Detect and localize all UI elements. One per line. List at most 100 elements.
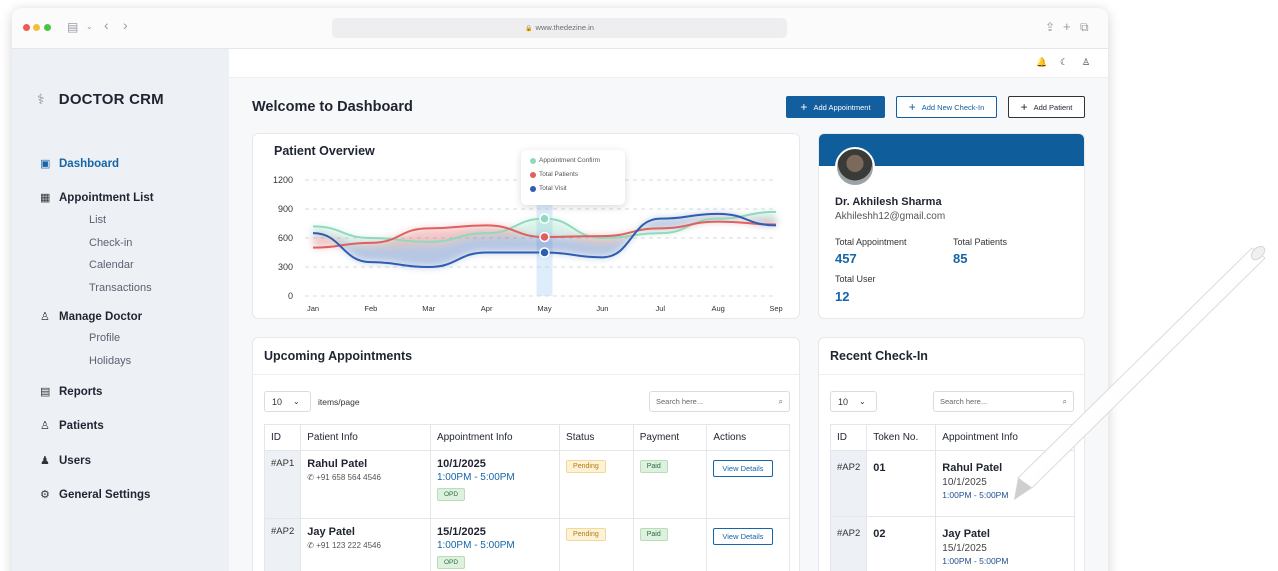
- plus-icon: +: [800, 100, 808, 114]
- sidebar-toggle-icon[interactable]: ▤: [67, 20, 79, 34]
- page-size-select[interactable]: 10 ⌄: [830, 391, 877, 412]
- sidebar-item-general-settings[interactable]: ⚙ General Settings: [40, 488, 150, 501]
- plus-icon: +: [1020, 100, 1028, 114]
- tooltip-label: Appointment Confirm: [539, 157, 601, 164]
- sidebar-subitem-list[interactable]: List: [89, 214, 107, 226]
- x-tick-label: Jul: [655, 304, 665, 313]
- button-label: Add Patient: [1033, 102, 1073, 112]
- button-label: Add New Check-In: [921, 102, 985, 112]
- column-header[interactable]: Token No.: [866, 424, 937, 451]
- doctor-name: Dr. Akhilesh Sharma: [835, 196, 942, 208]
- add-checkin-button[interactable]: + Add New Check-In: [896, 96, 997, 118]
- button-label: Add Appointment: [813, 102, 871, 112]
- phone-icon: ✆: [307, 541, 314, 550]
- moon-icon[interactable]: ☾: [1060, 57, 1069, 67]
- page-size-select[interactable]: 10 ⌄: [264, 391, 311, 412]
- sidebar-subitem-holidays[interactable]: Holidays: [89, 355, 132, 367]
- share-icon[interactable]: ⇪: [1045, 20, 1056, 34]
- sidebar-item-dashboard[interactable]: ▣ Dashboard: [40, 157, 119, 170]
- checkin-id: #AP2: [829, 450, 868, 517]
- x-tick-label: May: [537, 304, 551, 313]
- search-icon: ⌕: [778, 396, 783, 406]
- main-content: 🔔 ☾ ♙ Welcome to Dashboard + Add Appointm…: [229, 49, 1108, 571]
- brand: ⚕ DOCTOR CRM: [37, 91, 164, 108]
- search-input[interactable]: Search here... ⌕: [933, 391, 1074, 412]
- address-bar[interactable]: 🔒 www.thedezine.in: [332, 18, 787, 38]
- y-tick-label: 0: [288, 291, 293, 301]
- column-header[interactable]: ID: [829, 424, 868, 451]
- sidebar: ⚕ DOCTOR CRM ▣ Dashboard ▦ Appointment List…: [12, 49, 229, 571]
- maximize-window-button[interactable]: [44, 24, 51, 31]
- minimize-window-button[interactable]: [33, 24, 40, 31]
- tabs-overview-icon[interactable]: ⧉: [1080, 20, 1089, 34]
- tooltip-label: Total Patients: [539, 171, 579, 178]
- sidebar-item-users[interactable]: ♟ Users: [40, 454, 91, 467]
- sidebar-subitem-profile[interactable]: Profile: [89, 332, 121, 344]
- back-icon[interactable]: ‹: [104, 17, 109, 33]
- appointment-date: 15/1/2025: [436, 526, 486, 538]
- page-title: Welcome to Dashboard: [252, 99, 413, 115]
- top-bar: 🔔 ☾ ♙: [229, 49, 1108, 78]
- sidebar-subitem-check-in[interactable]: Check-in: [89, 237, 133, 249]
- appointments-table: ID Patient Info Appointment Info Status …: [263, 424, 790, 571]
- column-header[interactable]: Status: [559, 424, 634, 451]
- bell-icon[interactable]: 🔔: [1036, 57, 1048, 67]
- add-patient-button[interactable]: + Add Patient: [1008, 96, 1085, 118]
- patient-phone: ✆ +91 123 222 4546: [307, 541, 424, 550]
- appointment-date: 15/1/2025: [942, 543, 987, 554]
- x-tick-label: Mar: [422, 304, 435, 313]
- patient-name: Jay Patel: [307, 526, 355, 538]
- chevron-down-icon[interactable]: ⌄: [86, 22, 93, 31]
- column-header[interactable]: Appointment Info: [429, 424, 561, 451]
- forward-icon[interactable]: ›: [123, 17, 128, 33]
- view-details-button[interactable]: View Details: [713, 460, 773, 477]
- appointment-id: #AP1: [263, 450, 302, 519]
- appointment-time: 1:00PM - 5:00PM: [436, 540, 515, 551]
- appointment-info: Jay Patel 15/1/2025 1:00PM - 5:00PM: [935, 516, 1075, 571]
- stethoscope-icon: ⚕: [37, 91, 45, 107]
- total-user-value: 12: [835, 289, 850, 304]
- patient-overview-card: 0 300 600 900 1200 Jan Feb Mar Apr May Jun Jul Aug Se…: [252, 133, 800, 319]
- sidebar-item-patients[interactable]: ♙ Patients: [40, 419, 104, 432]
- appointment-time: 1:00PM - 5:00PM: [942, 490, 1009, 500]
- phone-icon: ✆: [307, 473, 314, 482]
- table-row: #AP1 Rahul Patel ✆ +91 658 564 4546 10/1…: [263, 450, 790, 519]
- divider: [819, 374, 1084, 375]
- profile-icon[interactable]: ♙: [1082, 57, 1091, 67]
- sidebar-item-reports[interactable]: ▤ Reports: [40, 385, 102, 398]
- view-details-button[interactable]: View Details: [713, 528, 773, 545]
- close-window-button[interactable]: [23, 24, 30, 31]
- total-appointment-label: Total Appointment: [835, 237, 907, 247]
- checkin-table: ID Token No. Appointment Info #AP2 01 Ra…: [829, 424, 1075, 571]
- report-icon: ▤: [40, 386, 51, 398]
- new-tab-icon[interactable]: +: [1063, 19, 1071, 34]
- gear-icon: ⚙: [40, 489, 50, 501]
- doctor-email: Akhileshh12@gmail.com: [835, 211, 946, 222]
- appointment-info: 10/1/2025 1:00PM - 5:00PM OPD: [429, 450, 561, 519]
- users-icon: ♟: [40, 455, 50, 467]
- patient-info: Jay Patel ✆ +91 123 222 4546: [300, 518, 431, 571]
- status-badge: Pending: [566, 528, 606, 541]
- recent-checkin-card: Recent Check-In 10 ⌄ Search here... ⌕ ID T…: [818, 337, 1085, 571]
- search-input[interactable]: Search here... ⌕: [649, 391, 790, 412]
- browser-window: ▤ ⌄ ‹ › 🔒 www.thedezine.in ⇪ + ⧉ ⚕ DOCTOR …: [12, 8, 1108, 571]
- items-per-page-label: items/page: [318, 397, 360, 407]
- url-text: www.thedezine.in: [535, 23, 594, 32]
- sidebar-item-appointment-list[interactable]: ▦ Appointment List: [40, 191, 154, 204]
- plus-icon: +: [908, 100, 916, 114]
- payment-cell: Paid: [632, 518, 708, 571]
- appointment-type-badge: OPD: [436, 488, 466, 501]
- sidebar-subitem-calendar[interactable]: Calendar: [89, 259, 134, 271]
- sidebar-item-label: General Settings: [59, 489, 151, 501]
- tooltip-label: Total Visit: [539, 185, 567, 192]
- sidebar-item-manage-doctor[interactable]: ♙ Manage Doctor: [40, 310, 142, 323]
- y-tick-label: 600: [278, 233, 293, 243]
- sidebar-subitem-transactions[interactable]: Transactions: [89, 282, 152, 294]
- x-tick-label: Jan: [307, 304, 319, 313]
- series-area: [313, 218, 776, 248]
- column-header[interactable]: ID: [263, 424, 302, 451]
- y-tick-label: 1200: [273, 175, 293, 185]
- tooltip-row: Total Visit: [530, 185, 567, 192]
- sidebar-item-label: Reports: [59, 386, 103, 398]
- add-appointment-button[interactable]: + Add Appointment: [786, 96, 885, 118]
